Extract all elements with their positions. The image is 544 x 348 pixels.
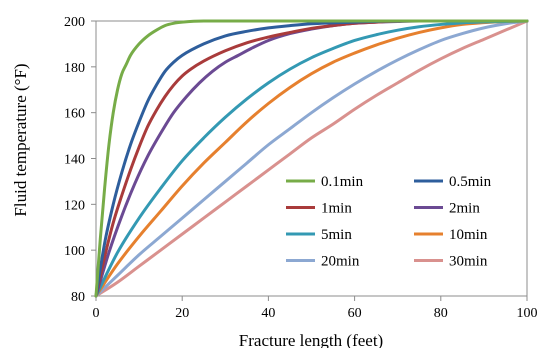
y-tick-label: 100 <box>64 244 85 259</box>
legend-label: 2min <box>449 201 480 217</box>
legend-label: 0.5min <box>449 174 492 190</box>
x-tick-label: 20 <box>175 306 189 321</box>
legend-label: 0.1min <box>321 174 364 190</box>
legend: 0.1min 0.5min 1min 2min 5min 10min 20min 30min <box>286 174 492 270</box>
series-line-5min <box>94 19 529 298</box>
y-tick-label: 160 <box>64 107 85 122</box>
y-axis-label: Fluid temperature (°F) <box>11 63 30 216</box>
x-tick-label: 0 <box>93 306 100 321</box>
series-line-0_1min <box>94 19 529 298</box>
series-line-20min <box>94 19 529 298</box>
series-lines <box>94 19 529 298</box>
legend-label: 20min <box>321 254 360 270</box>
series-line-30min <box>94 19 529 298</box>
x-axis-label: Fracture length (feet) <box>239 331 383 348</box>
legend-label: 30min <box>449 254 488 270</box>
x-tick-label: 100 <box>517 306 538 321</box>
y-tick-label: 80 <box>71 290 85 305</box>
y-tick-label: 140 <box>64 153 85 168</box>
legend-label: 1min <box>321 201 352 217</box>
x-tick-label: 60 <box>348 306 362 321</box>
y-tick-label: 120 <box>64 198 85 213</box>
x-tick-label: 80 <box>434 306 448 321</box>
y-tick-label: 180 <box>64 61 85 76</box>
x-tick-label: 40 <box>261 306 275 321</box>
y-tick-label: 200 <box>64 15 85 30</box>
series-line-10min <box>94 19 529 298</box>
axes: 0 20 40 60 80 100 80 100 120 140 160 180 200 <box>64 15 538 321</box>
legend-label: 5min <box>321 227 352 243</box>
legend-label: 10min <box>449 227 488 243</box>
